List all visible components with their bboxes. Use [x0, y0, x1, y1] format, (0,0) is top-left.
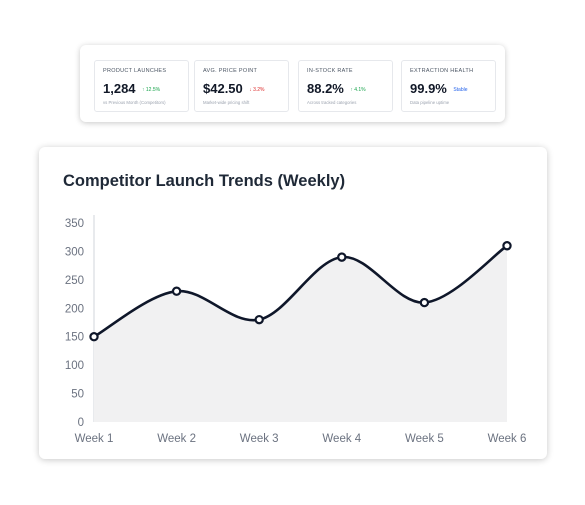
y-tick-label: 100 — [65, 360, 84, 372]
kpi-card-product-launches: PRODUCT LAUNCHES 1,284 ↑ 12.5% vs Previo… — [94, 60, 189, 112]
y-tick-label: 150 — [65, 332, 84, 344]
y-tick-label: 50 — [71, 389, 84, 401]
kpi-summary-panel: PRODUCT LAUNCHES 1,284 ↑ 12.5% vs Previo… — [80, 45, 505, 122]
chart-card: Competitor Launch Trends (Weekly) 0 50 100… — [39, 147, 547, 459]
chart-title: Competitor Launch Trends (Weekly) — [63, 172, 346, 190]
x-tick-label: Week 3 — [240, 433, 279, 445]
x-tick-label: Week 6 — [488, 433, 527, 445]
line-chart: 0 50 100 150 200 250 300 350 Week 1 Week 2 Week 3 W… — [65, 215, 527, 445]
y-tick-label: 0 — [78, 417, 84, 429]
kpi-card-extraction-health: EXTRACTION HEALTH 99.9% Stable Data pipe… — [401, 60, 496, 112]
kpi-card-avg-price-point: AVG. PRICE POINT $42.50 ↓ 3.2% Market-wi… — [194, 60, 289, 112]
y-tick-label: 200 — [65, 303, 84, 315]
kpi-value: 88.2% — [307, 81, 344, 96]
data-point-marker — [254, 314, 264, 325]
kpi-delta: ↑ 4.1% — [350, 87, 366, 93]
kpi-value: 1,284 — [103, 81, 136, 96]
kpi-value: $42.50 — [203, 81, 243, 96]
data-point-marker — [337, 252, 347, 262]
kpi-subtext: vs Previous Month (Competitors) — [103, 100, 166, 105]
kpi-subtext: Market-wide pricing shift — [203, 100, 250, 105]
kpi-delta: ↑ 12.5% — [142, 87, 161, 93]
y-tick-label: 250 — [65, 275, 84, 287]
x-tick-label: Week 5 — [405, 433, 444, 445]
x-tick-label: Week 2 — [157, 433, 196, 445]
kpi-label: IN-STOCK RATE — [307, 68, 353, 74]
data-point-marker — [89, 332, 99, 342]
kpi-label: PRODUCT LAUNCHES — [103, 68, 167, 74]
kpi-label: EXTRACTION HEALTH — [410, 68, 474, 74]
y-tick-label: 300 — [65, 246, 84, 258]
y-tick-label: 350 — [65, 218, 84, 230]
series-area-fill — [94, 245, 507, 422]
x-tick-label: Week 1 — [75, 433, 114, 445]
kpi-card-in-stock-rate: IN-STOCK RATE 88.2% ↑ 4.1% Across tracke… — [298, 60, 393, 112]
kpi-delta: Stable — [453, 87, 468, 93]
kpi-subtext: Data pipeline uptime — [410, 100, 450, 105]
data-point-marker — [419, 297, 430, 308]
data-point-marker — [171, 286, 182, 296]
x-tick-label: Week 4 — [322, 433, 361, 445]
data-point-marker — [502, 241, 512, 251]
kpi-delta: ↓ 3.2% — [249, 87, 265, 93]
kpi-label: AVG. PRICE POINT — [203, 68, 258, 74]
kpi-value: 99.9% — [410, 81, 447, 96]
kpi-subtext: Across tracked categories — [307, 100, 357, 105]
